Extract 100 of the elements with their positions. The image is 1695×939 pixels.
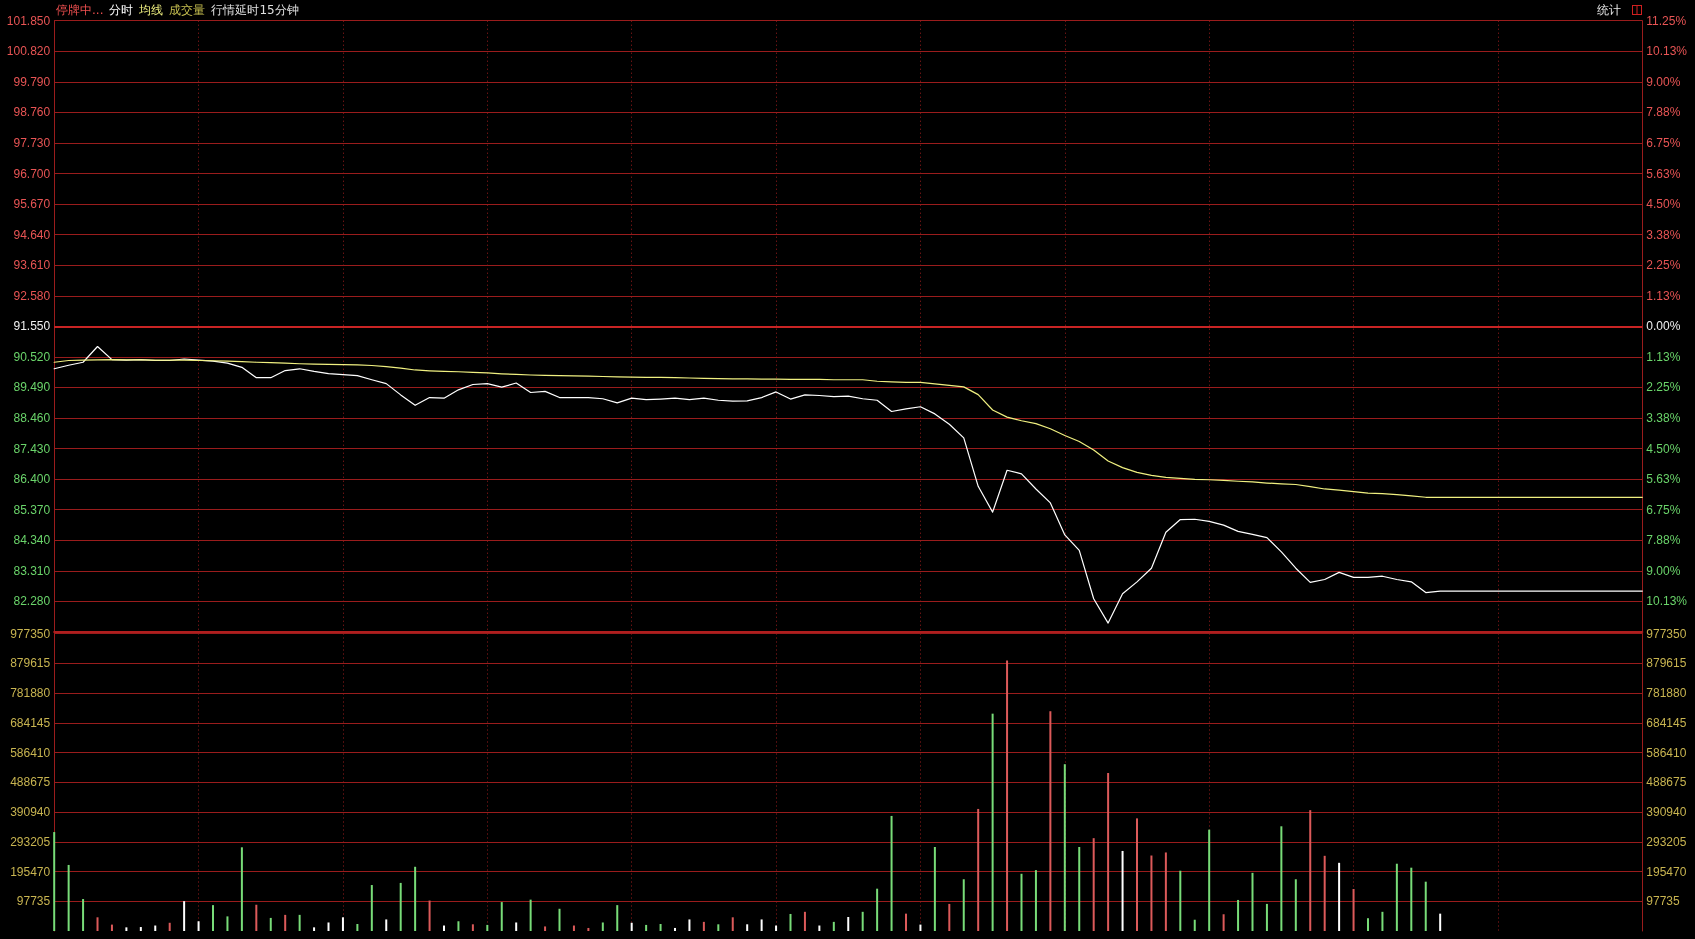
bar bbox=[110, 924, 113, 931]
bar bbox=[1294, 879, 1297, 931]
bar bbox=[1049, 711, 1052, 931]
bar bbox=[991, 713, 994, 931]
bar bbox=[356, 924, 359, 931]
y2-tick-label: 586410 bbox=[1646, 745, 1687, 760]
bar bbox=[1309, 810, 1312, 931]
bar bbox=[1280, 826, 1283, 931]
bar bbox=[197, 921, 200, 931]
bar bbox=[1265, 903, 1268, 931]
text: 行情延时15分钟 bbox=[211, 3, 299, 17]
y-tick-label: 98.760 bbox=[13, 105, 51, 120]
bar bbox=[905, 913, 907, 931]
bar bbox=[1338, 862, 1341, 931]
bar bbox=[327, 922, 330, 931]
y2-tick-label: 2.25% bbox=[1646, 258, 1681, 273]
y2-tick-label: 9.00% bbox=[1646, 563, 1681, 578]
y2-tick-label: 293205 bbox=[1646, 834, 1687, 849]
bar bbox=[1439, 913, 1442, 931]
y2-tick-label: 390940 bbox=[1646, 805, 1687, 819]
y-tick-label: 93.610 bbox=[13, 258, 51, 273]
bar bbox=[760, 919, 763, 931]
line-series bbox=[53, 345, 1643, 624]
bar bbox=[168, 922, 171, 931]
bar bbox=[674, 927, 676, 931]
bar bbox=[803, 911, 806, 931]
bar bbox=[645, 924, 648, 931]
bar bbox=[212, 905, 215, 931]
y-tick-label: 83.310 bbox=[13, 563, 51, 578]
y2-tick-label: 3.38% bbox=[1646, 411, 1681, 426]
bar bbox=[226, 916, 229, 931]
bar bbox=[1208, 829, 1211, 931]
bar bbox=[861, 911, 864, 931]
bar bbox=[587, 927, 590, 931]
bar bbox=[1251, 872, 1254, 931]
y2-tick-label: 195470 bbox=[1646, 864, 1687, 879]
y-tick-label: 100.820 bbox=[6, 44, 51, 59]
y2-tick-label: 684145 bbox=[1646, 715, 1687, 730]
y-tick-label: 879615 bbox=[10, 656, 51, 671]
y2-tick-label: 781880 bbox=[1646, 686, 1687, 700]
bar bbox=[399, 882, 402, 931]
bar bbox=[890, 815, 893, 931]
bar bbox=[1020, 873, 1023, 931]
y-tick-label: 89.490 bbox=[13, 380, 51, 395]
y2-tick-label: 6.75% bbox=[1646, 502, 1681, 517]
bar bbox=[370, 885, 373, 931]
y-tick-label: 101.850 bbox=[6, 13, 51, 28]
y2-tick-label: 7.88% bbox=[1646, 533, 1681, 548]
y-tick-label: 97735 bbox=[16, 894, 51, 909]
bar bbox=[500, 902, 503, 931]
bar bbox=[789, 913, 792, 931]
y2-tick-label: 977350 bbox=[1646, 626, 1687, 641]
y2-tick-label: 4.50% bbox=[1646, 197, 1681, 212]
bar bbox=[154, 925, 157, 931]
y-tick-label: 293205 bbox=[10, 834, 51, 849]
y-tick-label: 86.400 bbox=[13, 472, 51, 487]
bar bbox=[933, 846, 936, 931]
bar bbox=[876, 888, 879, 931]
bar bbox=[1136, 818, 1138, 931]
bar bbox=[601, 922, 604, 931]
bar bbox=[1006, 660, 1009, 931]
y2-tick-label: 488675 bbox=[1646, 775, 1687, 790]
bar bbox=[53, 832, 56, 931]
text: 停牌中... bbox=[56, 3, 104, 17]
bar bbox=[977, 808, 980, 931]
bar bbox=[1410, 867, 1413, 931]
y-tick-label: 92.580 bbox=[13, 288, 51, 303]
y2-tick-label: 1.13% bbox=[1646, 349, 1681, 364]
y2-tick-label: 5.63% bbox=[1646, 166, 1681, 181]
bar bbox=[341, 917, 344, 931]
bar bbox=[1150, 855, 1153, 931]
y2-tick-label: 11.25% bbox=[1646, 13, 1687, 28]
y2-tick-label: 10.13% bbox=[1646, 44, 1688, 59]
y2-tick-label: 0.00% bbox=[1646, 319, 1681, 334]
bar bbox=[1237, 899, 1240, 931]
bar bbox=[125, 927, 128, 931]
bar bbox=[1078, 846, 1081, 931]
text: 成交量 bbox=[169, 3, 206, 17]
bar bbox=[385, 919, 388, 931]
y-tick-label: 99.790 bbox=[13, 74, 51, 89]
bar bbox=[269, 917, 272, 931]
bar bbox=[529, 899, 532, 931]
y-tick-label: 977350 bbox=[10, 626, 51, 641]
bar bbox=[1121, 850, 1124, 931]
bar bbox=[255, 904, 258, 931]
y2-tick-label: 4.50% bbox=[1646, 441, 1681, 456]
y-tick-label: 90.520 bbox=[13, 349, 51, 364]
bar bbox=[1381, 911, 1384, 931]
y-tick-label: 96.700 bbox=[13, 166, 51, 181]
bar bbox=[67, 864, 70, 931]
y-tick-label: 195470 bbox=[10, 864, 51, 879]
bar bbox=[1366, 918, 1369, 931]
y-tick-label: 488675 bbox=[10, 775, 51, 790]
bar bbox=[298, 914, 301, 931]
bar bbox=[1193, 919, 1196, 931]
bar bbox=[630, 922, 633, 931]
bar bbox=[702, 921, 705, 931]
bar bbox=[544, 926, 547, 931]
bar bbox=[832, 921, 835, 931]
y2-tick-label: 10.13% bbox=[1646, 594, 1688, 609]
